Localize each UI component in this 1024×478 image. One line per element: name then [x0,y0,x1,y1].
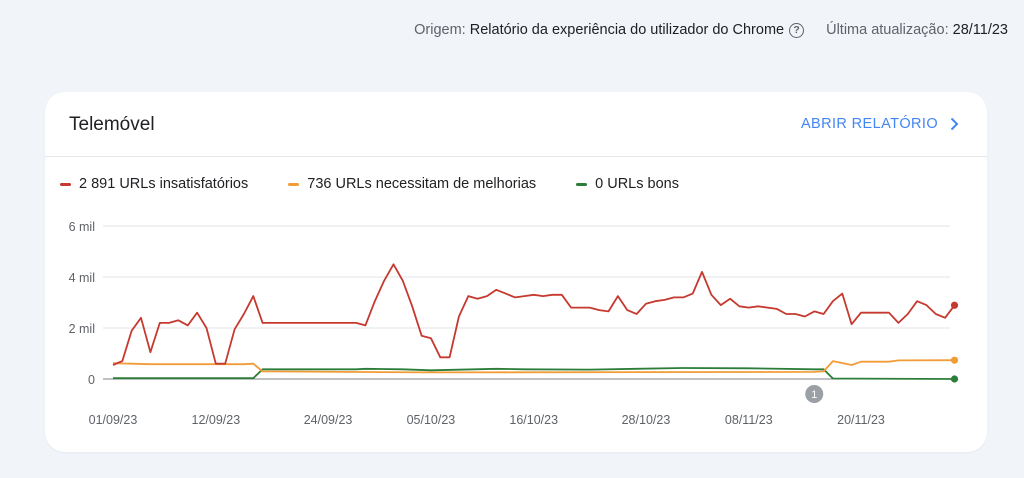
url-status-line-chart: 0 2 mil 4 mil 6 mil 01/09/23 12/09/23 24/09/23… [69,220,959,427]
legend-item-poor[interactable]: 2 891 URLs insatisfatórios [60,176,248,192]
series-end-point-good[interactable] [950,375,959,383]
annotation-marker[interactable]: 1 [805,385,824,403]
updated-label: Última atualização: [826,22,949,38]
help-icon[interactable]: ? [789,22,805,38]
x-tick-label: 24/09/23 [304,413,353,427]
y-tick-label: 4 mil [69,271,95,285]
series-line-needs[interactable] [112,359,955,374]
series-line-poor[interactable] [112,263,956,366]
x-tick-label: 20/11/23 [837,413,885,427]
series-end-point-poor[interactable] [950,301,959,309]
report-meta: Origem: Relatório da experiência do util… [414,22,1008,38]
open-report-label: ABRIR RELATÓRIO [800,116,938,132]
x-tick-label: 01/09/23 [89,413,138,427]
y-tick-label: 2 mil [69,322,95,336]
card-title: Telemóvel [69,114,155,135]
x-tick-label: 12/09/23 [192,413,241,427]
origin-value: Relatório da experiência do utilizador d… [469,22,785,38]
chart-legend: 2 891 URLs insatisfatórios 736 URLs nece… [60,176,719,192]
legend-label-poor: 2 891 URLs insatisfatórios [79,176,249,192]
legend-item-needs-improvement[interactable]: 736 URLs necessitam de melhorias [288,176,536,192]
x-tick-label: 05/10/23 [407,413,456,427]
origin-label: Origem: [414,22,466,38]
open-report-button[interactable]: ABRIR RELATÓRIO [801,116,961,132]
series-line-good[interactable] [113,367,955,380]
legend-label-good: 0 URLs bons [595,176,679,192]
updated-value: 28/11/23 [952,22,1008,38]
legend-item-good[interactable]: 0 URLs bons [576,176,679,192]
card-divider [45,156,987,157]
x-tick-label: 08/11/23 [725,413,773,427]
mobile-report-card: Telemóvel ABRIR RELATÓRIO 2 891 URLs ins… [45,92,987,452]
series-end-point-needs[interactable] [950,356,959,364]
legend-swatch-poor [60,182,71,186]
annotation-label: 1 [811,389,817,401]
chevron-right-icon [950,117,959,131]
legend-label-needs-improvement: 736 URLs necessitam de melhorias [307,176,537,192]
legend-swatch-needs-improvement [288,182,300,186]
y-tick-label: 6 mil [69,220,95,234]
x-tick-label: 28/10/23 [622,413,671,427]
legend-swatch-good [576,182,588,186]
annotation-circle [805,385,824,403]
y-tick-label: 0 [88,373,95,387]
x-tick-label: 16/10/23 [509,413,558,427]
